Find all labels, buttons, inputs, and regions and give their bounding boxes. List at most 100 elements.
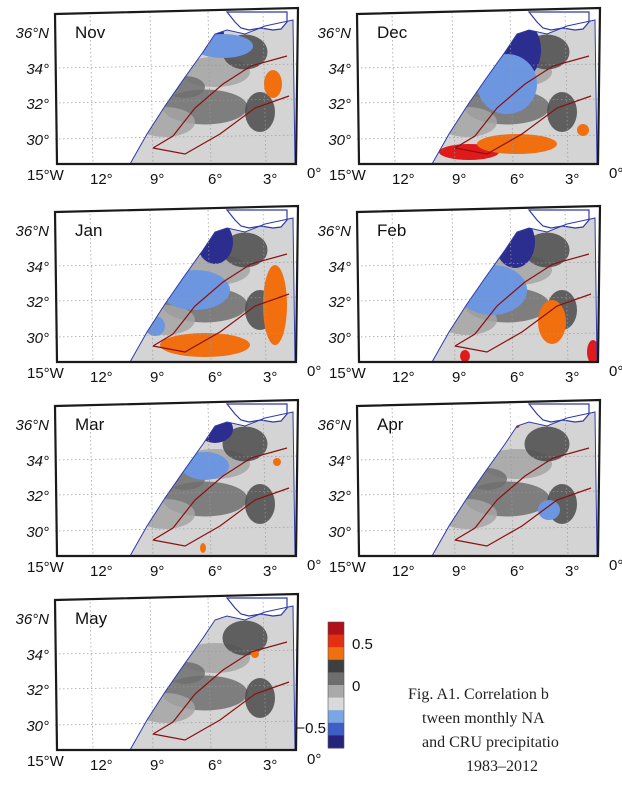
grid-line [356,490,601,496]
longitude-label: 6° [208,757,222,774]
longitude-label: 3° [565,563,579,580]
contour-line [152,293,290,353]
positive-patch [200,543,206,553]
positive-patch [477,134,557,154]
latitude-label: 34° [26,647,49,664]
colorbar-band [328,685,344,699]
longitude-label: 6° [510,563,524,580]
longitude-label: 0° [609,363,622,380]
longitude-label: 3° [263,563,277,580]
map-frame [355,6,602,166]
longitude-label: 3° [565,369,579,386]
grid-line [262,209,267,363]
grid-line [54,134,299,140]
longitude-label: 0° [609,165,622,182]
grid-line [451,403,456,557]
positive-patch [264,70,282,98]
strait-notch [225,403,288,423]
longitude-label: 6° [510,171,524,188]
shade-patch [245,484,275,524]
grid-line [564,209,569,363]
longitude-label: 15°W [27,559,65,576]
map-frame [53,592,300,752]
grid-line [356,526,601,532]
latitude-label: 30° [328,132,351,149]
month-label: Mar [75,415,105,434]
latitude-label: 36°N [317,25,351,42]
latitude-label: 34° [328,453,351,470]
longitude-label: 12° [392,171,415,188]
latitude-label: 36°N [15,25,49,42]
longitude-label: 3° [263,369,277,386]
colorbar-frame [327,621,345,749]
grid-line [391,209,396,363]
longitude-label: 3° [263,171,277,188]
correlation-fill [432,412,597,556]
grid-line [89,403,94,557]
colorbar: 0.5 0 −0.5 [296,621,373,749]
latitude-label: 34° [328,61,351,78]
latitude-label: 34° [328,259,351,276]
positive-patch [538,300,566,344]
grid-line [356,261,601,267]
negative-patch [181,452,229,480]
grid-line [356,134,601,140]
longitude-label: 9° [452,563,466,580]
latitude-label: 30° [26,718,49,735]
positive-patch [460,350,470,362]
colorbar-tick-label: 0.5 [352,636,373,653]
latitude-label: 32° [26,682,49,699]
map-panel-dec: Dec 36°N 34° 32° 30° 15°W 12° 9° 6° 3° 0° [317,6,622,188]
grid-line [509,11,514,165]
shade-patch [524,426,570,462]
colorbar-band [328,710,344,724]
longitude-label: 12° [90,369,113,386]
caption-line: 1983–2012 [466,758,538,775]
grid-line [54,261,299,267]
contour-line [454,253,590,347]
longitude-label: 3° [565,171,579,188]
contour-line [152,681,290,741]
longitude-label: 0° [307,165,321,182]
latitude-label: 36°N [317,417,351,434]
contour-line [152,95,290,155]
latitude-label: 36°N [15,223,49,240]
longitude-label: 0° [609,557,622,574]
map-frame [355,398,602,558]
caption-line: Fig. A1. Correlation b [408,686,549,703]
longitude-label: 9° [452,171,466,188]
latitude-label: 30° [26,330,49,347]
latitude-label: 34° [26,61,49,78]
grid-line [356,63,601,69]
grid-line [262,11,267,165]
month-label: Feb [377,221,406,240]
colorbar-band [328,634,344,648]
longitude-label: 12° [90,757,113,774]
grid-line [149,209,154,363]
longitude-label: 0° [307,751,321,768]
latitude-label: 32° [328,96,351,113]
longitude-label: 15°W [27,167,65,184]
grid-line [54,296,299,302]
longitude-label: 12° [392,563,415,580]
grid-line [54,720,299,726]
grid-line [356,296,601,302]
map-panels: Nov 36°N 34° 32° 30° 15°W 12° 9° 6° 3° 0° Dec 36°N 34… [15,6,622,774]
longitude-label: 0° [307,557,321,574]
longitude-label: 6° [208,563,222,580]
grid-line [509,209,514,363]
map-frame [355,204,602,364]
grid-line [54,649,299,655]
month-label: Jan [75,221,102,240]
month-label: Dec [377,23,408,42]
latitude-label: 30° [328,524,351,541]
grid-line [54,526,299,532]
shade-patch [245,678,275,718]
positive-patch [577,124,589,136]
month-label: Nov [75,23,106,42]
coastline [431,411,598,557]
latitude-label: 30° [328,330,351,347]
contour-line [454,293,592,353]
latitude-label: 32° [26,294,49,311]
